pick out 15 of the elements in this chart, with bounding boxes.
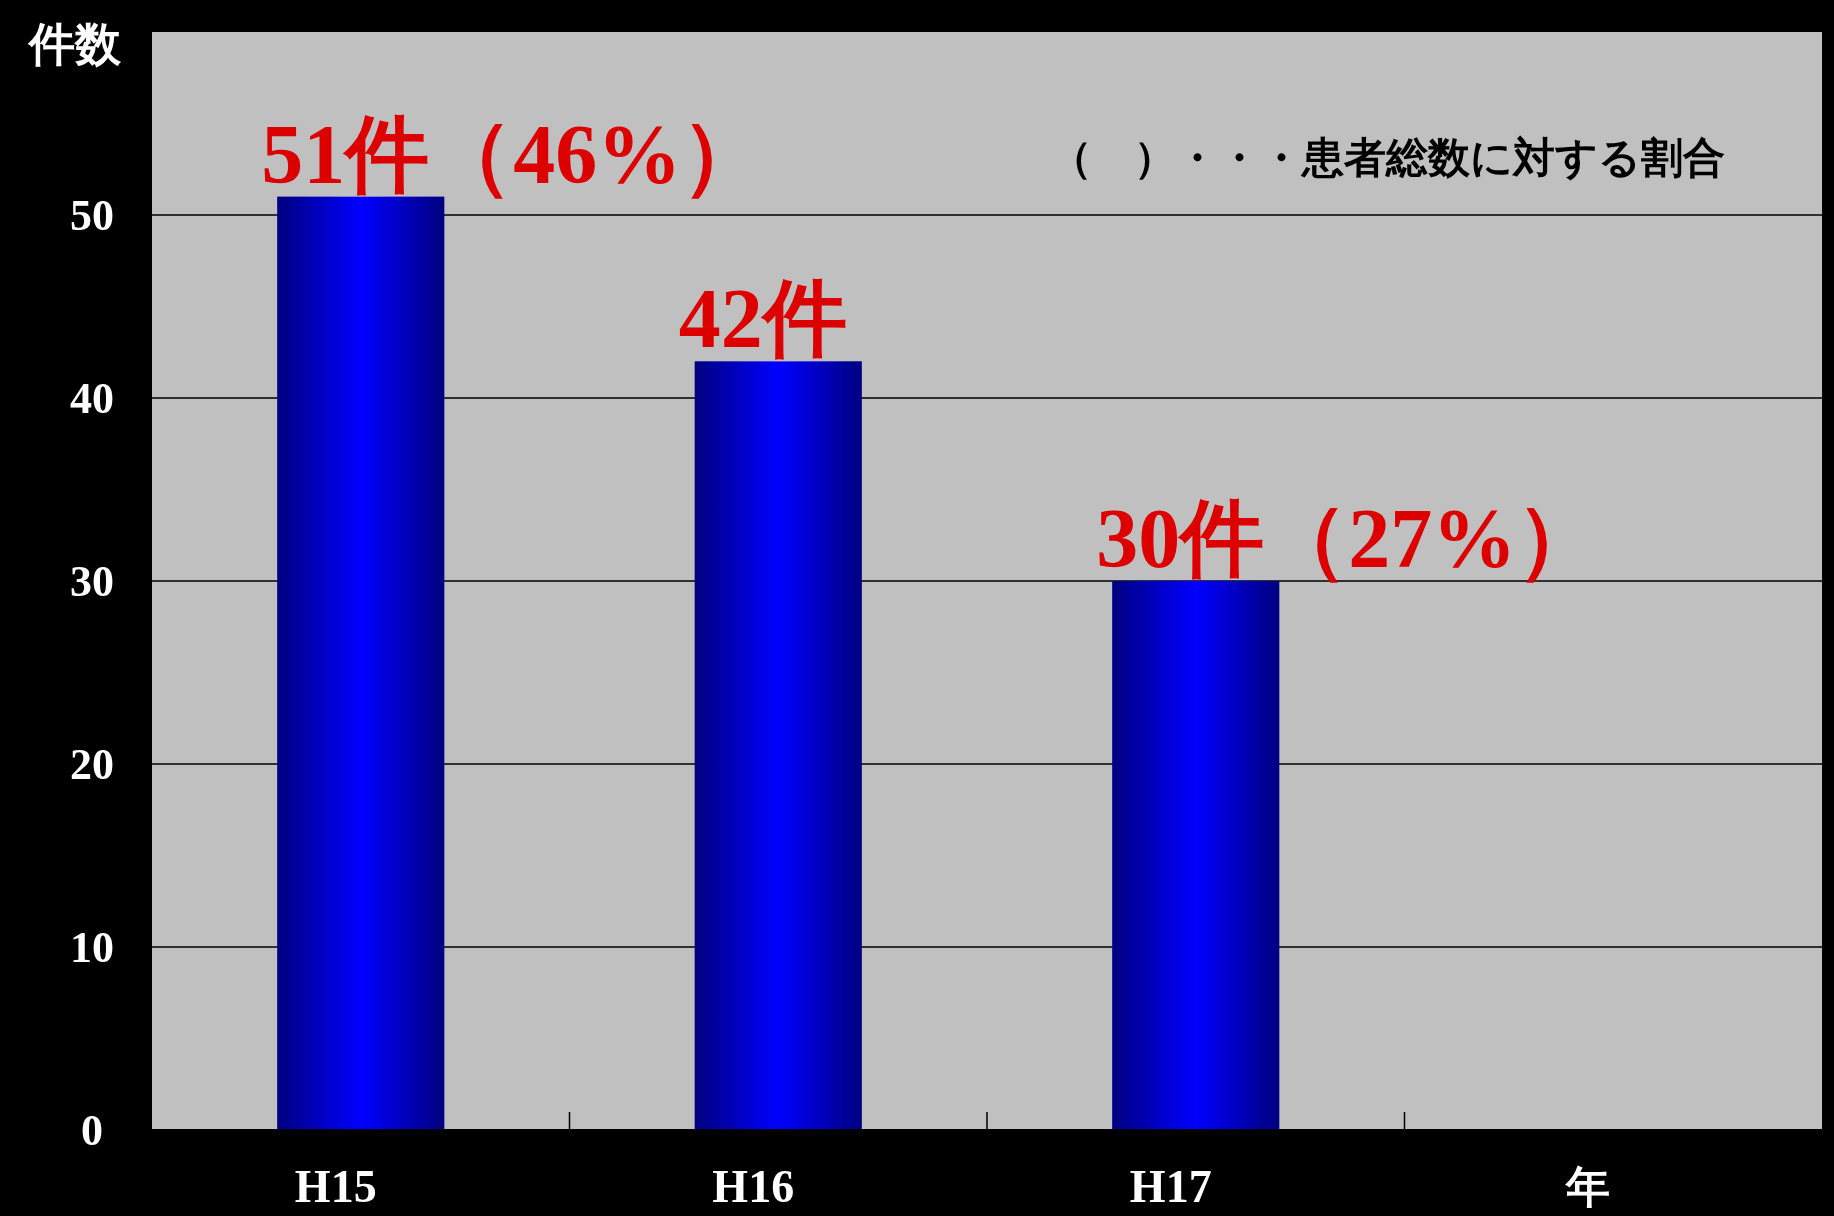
y-tick-label: 40 [70,374,114,423]
annotation: （ ）・・・患者総数に対する割合 [1050,133,1725,182]
y-tick-label: 10 [70,923,114,972]
x-tick-label: H17 [1129,1161,1212,1212]
x-axis-title: 年 [1565,1161,1611,1212]
data-label: 42件 [678,272,847,366]
y-tick-label: 20 [70,740,114,789]
y-tick-label: 50 [70,191,114,240]
y-axis-title: 件数 [27,17,122,71]
y-tick-label: 30 [70,557,114,606]
x-tick-label: H16 [712,1161,795,1212]
data-label: 51件（46%） [261,107,766,201]
x-tick-label: H15 [294,1161,377,1212]
data-label: 30件（27%） [1096,492,1601,585]
y-tick-label: 0 [81,1106,103,1155]
